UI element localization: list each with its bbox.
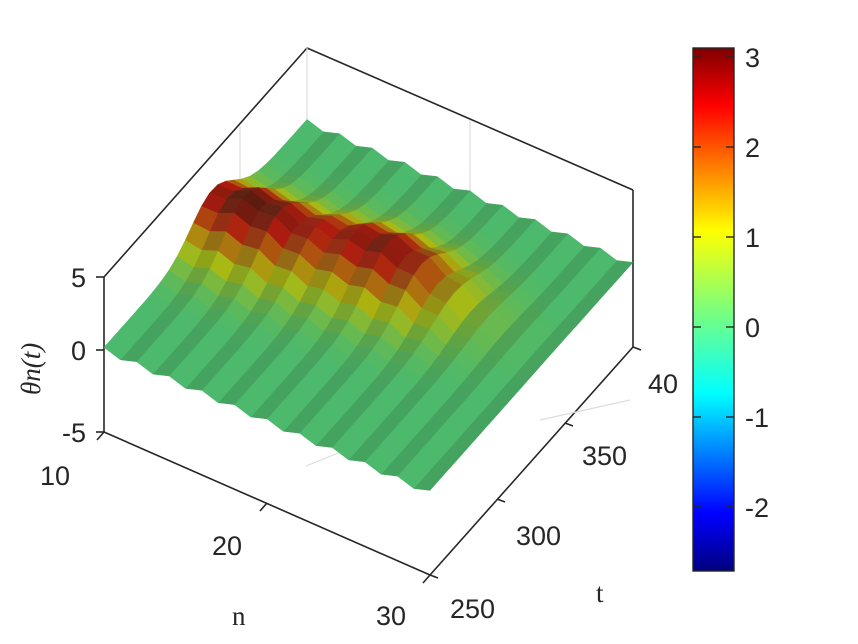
z-tick-label: 0 [71, 336, 86, 366]
x-tick-label: 10 [40, 461, 70, 491]
box-edge-back-top [306, 47, 634, 191]
colorbar: 3 2 1 0 -1 -2 [692, 43, 769, 572]
y-axis-line [429, 346, 634, 576]
z-axis-label: θn(t) [16, 343, 46, 395]
surface [103, 119, 634, 491]
x-tick-label: 20 [212, 531, 242, 561]
colorbar-tick-label: 0 [745, 313, 760, 343]
y-axis-label: t [596, 578, 604, 608]
colorbar-tick-label: 2 [745, 133, 760, 163]
surface-patch [103, 337, 129, 361]
colorbar-tick-label: -2 [745, 493, 769, 523]
z-tick-label: 5 [71, 263, 86, 293]
y-tick-label: 350 [582, 441, 627, 471]
y-tick-label: 300 [516, 521, 561, 551]
x-axis-label: n [232, 601, 246, 631]
colorbar-tick-label: 3 [745, 43, 760, 73]
x-tick-label: 30 [376, 601, 406, 631]
box-edge-left-top [103, 47, 308, 278]
colorbar-tick-label: -1 [745, 403, 769, 433]
tick-marks [96, 276, 642, 584]
colorbar-tick-label: 1 [745, 223, 760, 253]
colorbar-gradient [692, 47, 735, 572]
z-tick-label: -5 [62, 418, 86, 448]
y-tick-label: 40 [648, 369, 678, 399]
y-tick-label: 250 [450, 594, 495, 624]
